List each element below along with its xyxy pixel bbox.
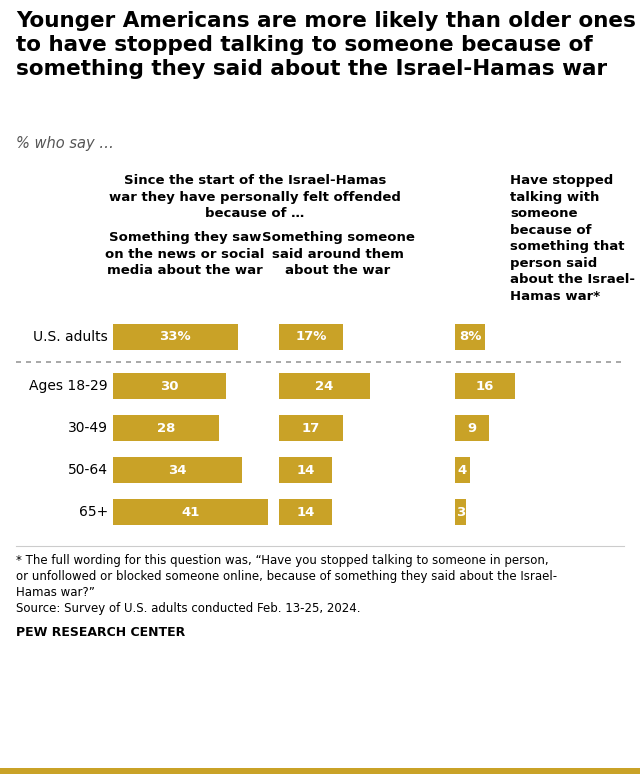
Bar bbox=[455, 324, 485, 350]
Text: 3: 3 bbox=[456, 505, 465, 519]
Text: Source: Survey of U.S. adults conducted Feb. 13-25, 2024.: Source: Survey of U.S. adults conducted … bbox=[16, 602, 360, 615]
Bar bbox=[455, 457, 470, 483]
Text: 16: 16 bbox=[476, 379, 495, 392]
Bar bbox=[279, 415, 343, 441]
Text: Younger Americans are more likely than older ones
to have stopped talking to som: Younger Americans are more likely than o… bbox=[16, 11, 636, 79]
Text: Hamas war?”: Hamas war?” bbox=[16, 586, 95, 599]
Text: or unfollowed or blocked someone online, because of something they said about th: or unfollowed or blocked someone online,… bbox=[16, 570, 557, 583]
Text: * The full wording for this question was, “Have you stopped talking to someone i: * The full wording for this question was… bbox=[16, 554, 548, 567]
Text: 14: 14 bbox=[296, 505, 315, 519]
Text: 9: 9 bbox=[467, 422, 477, 434]
Bar bbox=[455, 415, 489, 441]
Bar bbox=[113, 324, 237, 350]
Text: 50-64: 50-64 bbox=[68, 463, 108, 477]
Text: 17%: 17% bbox=[296, 330, 327, 344]
Text: 24: 24 bbox=[315, 379, 333, 392]
Bar bbox=[279, 324, 343, 350]
Text: 34: 34 bbox=[168, 464, 186, 477]
Bar bbox=[279, 499, 332, 525]
Text: 8%: 8% bbox=[459, 330, 481, 344]
Text: 30-49: 30-49 bbox=[68, 421, 108, 435]
Bar bbox=[455, 499, 467, 525]
Bar bbox=[113, 373, 227, 399]
Text: U.S. adults: U.S. adults bbox=[33, 330, 108, 344]
Text: Since the start of the Israel-Hamas
war they have personally felt offended
becau: Since the start of the Israel-Hamas war … bbox=[109, 174, 401, 220]
Text: % who say …: % who say … bbox=[16, 136, 114, 151]
Text: 65+: 65+ bbox=[79, 505, 108, 519]
Bar bbox=[455, 373, 515, 399]
Text: Ages 18-29: Ages 18-29 bbox=[29, 379, 108, 393]
Text: Something they saw
on the news or social
media about the war: Something they saw on the news or social… bbox=[106, 231, 265, 277]
Text: 17: 17 bbox=[302, 422, 320, 434]
Bar bbox=[0, 768, 640, 774]
Text: 28: 28 bbox=[157, 422, 175, 434]
Bar bbox=[279, 457, 332, 483]
Text: 4: 4 bbox=[458, 464, 467, 477]
Text: PEW RESEARCH CENTER: PEW RESEARCH CENTER bbox=[16, 626, 185, 639]
Bar bbox=[279, 373, 370, 399]
Text: 41: 41 bbox=[181, 505, 200, 519]
Text: 33%: 33% bbox=[159, 330, 191, 344]
Text: 14: 14 bbox=[296, 464, 315, 477]
Bar bbox=[113, 499, 268, 525]
Text: Have stopped
talking with
someone
because of
something that
person said
about th: Have stopped talking with someone becaus… bbox=[510, 174, 635, 303]
Text: 30: 30 bbox=[161, 379, 179, 392]
Bar bbox=[113, 457, 241, 483]
Text: Something someone
said around them
about the war: Something someone said around them about… bbox=[262, 231, 415, 277]
Bar bbox=[113, 415, 219, 441]
